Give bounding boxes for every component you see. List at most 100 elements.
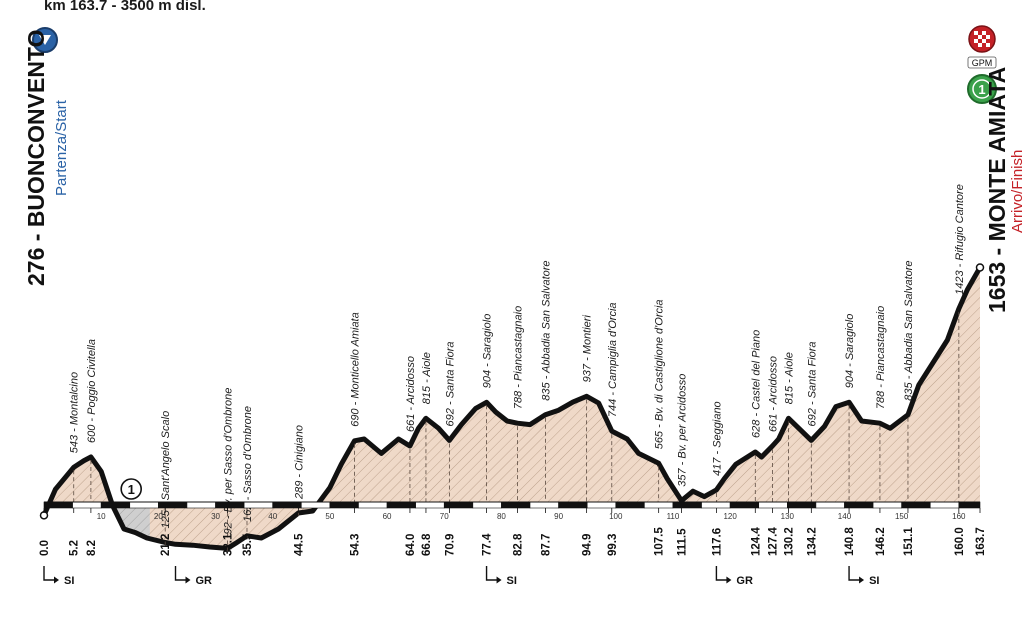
km-label: 44.5 bbox=[293, 533, 305, 556]
gpm-category-icon bbox=[967, 74, 997, 104]
axis-segment bbox=[501, 501, 531, 509]
km-label: 107.5 bbox=[654, 527, 666, 556]
km-label: 82.8 bbox=[512, 533, 524, 556]
start-subtitle: Partenza/Start bbox=[53, 99, 70, 196]
axis-tick-label: 160 bbox=[952, 512, 966, 521]
axis-segment bbox=[129, 501, 159, 509]
sprint-number: 1 bbox=[128, 482, 135, 497]
finish-name: 1653 - MONTE AMIATA bbox=[984, 67, 1010, 313]
direction-label: GR bbox=[736, 575, 753, 587]
km-label: 99.3 bbox=[607, 534, 619, 556]
km-label: 134.2 bbox=[806, 527, 818, 556]
km-label: 111.5 bbox=[677, 528, 689, 556]
axis-segment bbox=[443, 501, 474, 509]
axis-segment bbox=[300, 501, 331, 509]
axis-tick-label: 110 bbox=[667, 512, 680, 521]
axis-tick-label: 130 bbox=[781, 512, 795, 521]
direction-arrow-icon bbox=[848, 566, 863, 581]
axis-segment bbox=[729, 501, 760, 509]
km-label: 77.4 bbox=[482, 533, 494, 556]
checker-squares bbox=[974, 31, 990, 47]
locality-label: 357 - Bv. per Arcidosso bbox=[677, 374, 689, 487]
axis-segment bbox=[186, 501, 216, 509]
direction-arrowhead-icon bbox=[859, 576, 865, 584]
locality-label: 835 - Abbadia San Salvatore bbox=[903, 260, 915, 400]
direction-label: SI bbox=[869, 575, 879, 587]
axis-tick-label: 70 bbox=[440, 512, 449, 521]
direction-arrowhead-icon bbox=[185, 576, 191, 584]
axis-segment bbox=[272, 501, 302, 509]
axis-segment bbox=[558, 501, 588, 509]
axis-tick-label: 30 bbox=[211, 512, 220, 521]
axis-segment bbox=[615, 501, 645, 509]
km-label: 32.1 bbox=[223, 533, 235, 556]
direction-label: SI bbox=[507, 575, 517, 587]
direction-arrow-icon bbox=[485, 566, 500, 581]
axis-segment bbox=[815, 501, 845, 509]
axis-tick-label: 150 bbox=[895, 512, 909, 521]
profile-line bbox=[41, 265, 983, 551]
axis-tick-label: 60 bbox=[383, 512, 392, 521]
sprint-icon bbox=[120, 478, 142, 500]
locality-label: 543 - Montalcino bbox=[69, 372, 81, 453]
locality-label: 815 - Aiole bbox=[421, 352, 433, 404]
km-label: 163.7 bbox=[975, 527, 987, 556]
axis-segment bbox=[72, 501, 102, 509]
locality-label: 904 - Saragiolo bbox=[482, 314, 494, 389]
direction-arrowhead-icon bbox=[54, 576, 59, 584]
axis-segment bbox=[901, 501, 931, 509]
locality-label: 692 - Santa Fiora bbox=[444, 341, 456, 426]
locality-label: 162 - Sasso d'Ombrone bbox=[242, 406, 254, 522]
axis-segment bbox=[329, 501, 359, 509]
locality-label: 417 - Seggiano bbox=[711, 401, 723, 476]
axis-segment bbox=[701, 501, 731, 509]
axis-segment bbox=[644, 501, 674, 509]
km-label: 54.3 bbox=[349, 534, 361, 556]
axis-tick-label: 50 bbox=[325, 512, 334, 521]
km-label: 146.2 bbox=[875, 527, 887, 556]
km-label: 151.1 bbox=[903, 527, 915, 556]
locality-label: 835 - Abbadia San Salvatore bbox=[540, 260, 552, 400]
direction-label: SI bbox=[64, 575, 74, 587]
axis-tick-label: 80 bbox=[497, 512, 506, 521]
axis-segment bbox=[243, 501, 274, 509]
finish-subtitle: Arrivo/Finish bbox=[1009, 150, 1024, 233]
locality-label: 92 - Bv. per Sasso d'Ombrone bbox=[223, 388, 235, 535]
locality-label: 628 - Castel del Piano bbox=[750, 330, 762, 438]
axis-segment bbox=[43, 501, 73, 509]
km-label: 66.8 bbox=[421, 533, 433, 556]
km-label: 35.5 bbox=[242, 533, 254, 556]
gpm-badge: GPM bbox=[972, 58, 993, 68]
axis-segment bbox=[215, 501, 245, 509]
km-label: 87.7 bbox=[540, 534, 552, 556]
axis-segment bbox=[844, 501, 874, 509]
axis-segment bbox=[100, 501, 131, 509]
locality-label: 788 - Piancastagnaio bbox=[512, 306, 524, 409]
locality-label: 125 - Sant'Angelo Scalo bbox=[160, 411, 172, 529]
axis-tick-label: 140 bbox=[838, 512, 852, 521]
locality-label: 661 - Arcidosso bbox=[767, 356, 779, 432]
direction-arrowhead-icon bbox=[496, 576, 502, 584]
km-label: 94.9 bbox=[582, 534, 594, 556]
locality-label: 289 - Cinigiano bbox=[293, 425, 305, 500]
axis-tick-label: 40 bbox=[268, 512, 277, 521]
axis-segment bbox=[958, 501, 981, 509]
axis-tick-label: 10 bbox=[97, 512, 106, 521]
km-label: 140.8 bbox=[844, 527, 856, 556]
axis-segment bbox=[672, 501, 702, 509]
axis-segment bbox=[386, 501, 416, 509]
km-label: 5.2 bbox=[69, 540, 81, 556]
profile-hatch bbox=[44, 267, 980, 549]
stage-summary: km 163.7 - 3500 m disl. bbox=[44, 0, 206, 14]
locality-label: 661 - Arcidosso bbox=[405, 356, 417, 432]
axis-segment bbox=[758, 501, 788, 509]
locality-label: 788 - Piancastagnaio bbox=[875, 306, 887, 409]
finish-point bbox=[975, 263, 985, 272]
locality-label: 565 - Bv. di Castiglione d'Orcia bbox=[654, 299, 666, 449]
locality-label: 904 - Saragiolo bbox=[844, 314, 856, 389]
direction-arrowhead-icon bbox=[726, 576, 732, 584]
km-label: 8.2 bbox=[86, 540, 98, 556]
axis-segment bbox=[787, 501, 817, 509]
